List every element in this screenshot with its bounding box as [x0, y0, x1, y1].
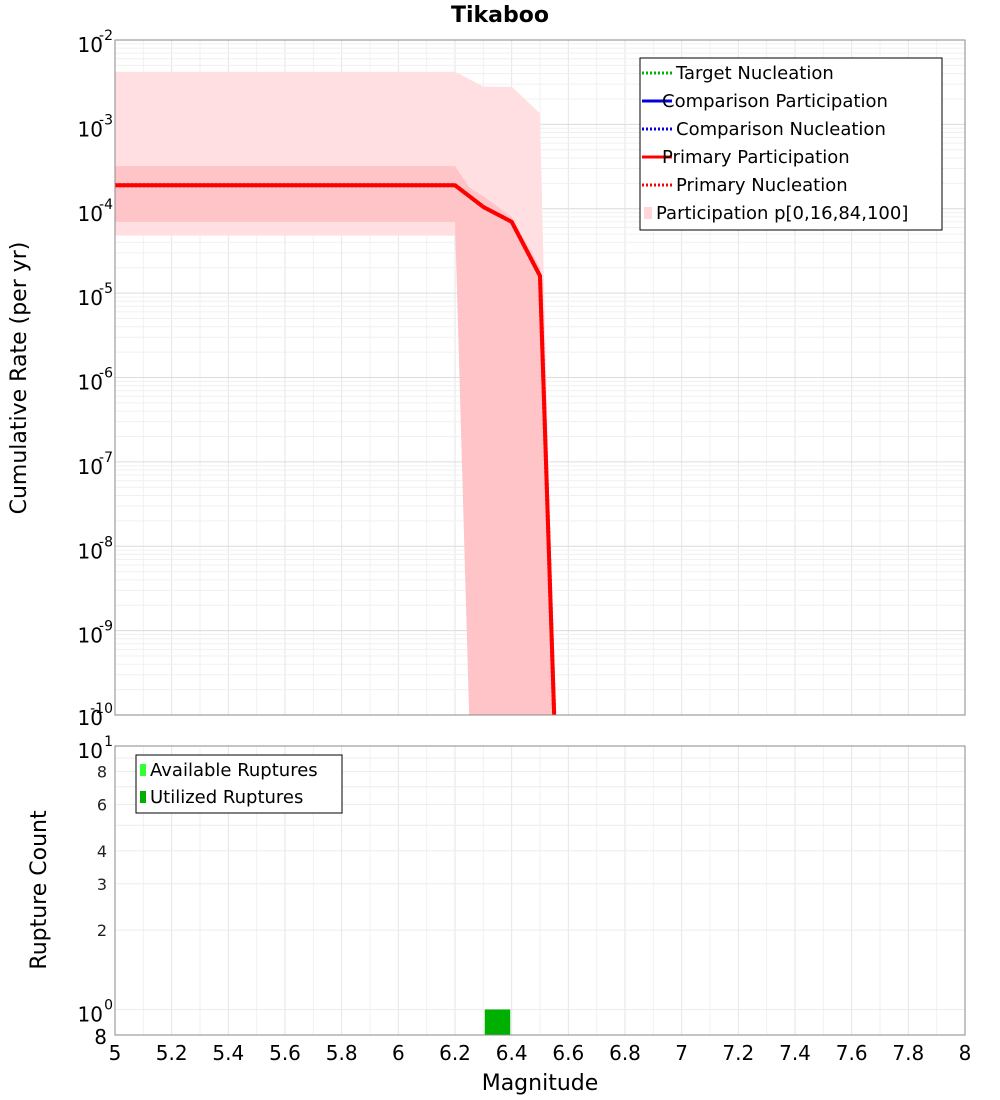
x-tick-label: 6 — [392, 1041, 405, 1065]
bottom-y-tick-base: 10 — [78, 1002, 103, 1026]
top-y-tick-base: 10 — [78, 455, 103, 479]
top-y-tick-exp: -8 — [99, 534, 113, 550]
bottom-y-minor-tick: 8 — [94, 1025, 107, 1049]
top-y-tick-exp: -4 — [99, 197, 113, 213]
top-y-tick-base: 10 — [78, 33, 103, 57]
x-tick-label: 7.8 — [892, 1041, 924, 1065]
top-y-tick-base: 10 — [78, 706, 103, 730]
top-y-tick-exp: -6 — [99, 366, 113, 382]
legend-label: Available Ruptures — [150, 760, 318, 781]
x-tick-label: 7 — [675, 1041, 688, 1065]
top-y-tick-base: 10 — [78, 371, 103, 395]
top-plot-frame — [114, 39, 966, 716]
x-tick-label: 6.2 — [439, 1041, 471, 1065]
bottom-y-axis-label: Rupture Count — [27, 810, 52, 970]
legend-label: Target Nucleation — [675, 63, 834, 84]
rate-lines — [115, 183, 557, 716]
top-legend-box — [639, 57, 943, 231]
x-tick-label: 8 — [959, 1041, 972, 1065]
top-legend: Target Nucleation Comparison Participatio… — [639, 57, 943, 231]
legend-swatch — [140, 764, 146, 776]
x-tick-label: 5 — [109, 1041, 122, 1065]
top-y-tick-exp: -3 — [99, 112, 113, 128]
x-tick-labels: 5 5.2 5.4 5.6 5.8 6 6.2 6.4 6.6 6.8 7 7.2 7.4 7.6 7.8 8 — [109, 1041, 972, 1065]
top-y-tick-base: 10 — [78, 539, 103, 563]
bottom-y-minor-tick: 3 — [97, 875, 107, 894]
top-y-tick-exp: -9 — [99, 619, 113, 635]
bottom-y-tick-exp: 0 — [104, 997, 113, 1013]
bottom-y-minor-tick: 8 — [97, 763, 107, 782]
bottom-y-minor-tick: 4 — [97, 842, 107, 861]
bottom-y-minor-tick: 6 — [97, 795, 107, 814]
top-y-tick-labels: 10-210-310-410-510-610-710-810-910-10 — [78, 28, 114, 730]
x-tick-label: 7.6 — [836, 1041, 868, 1065]
top-y-tick-base: 10 — [78, 624, 103, 648]
top-y-tick-base: 10 — [78, 117, 103, 141]
cumulative-rate-chart: Tikaboo 10-210-310-410-510-610-710-810-9… — [7, 3, 966, 730]
bar-utilized-ruptures — [484, 1009, 511, 1035]
top-y-tick-exp: -7 — [99, 450, 113, 466]
x-tick-label: 7.2 — [722, 1041, 754, 1065]
bottom-gridlines — [114, 746, 966, 1035]
bottom-y-minor-tick: 2 — [97, 921, 107, 940]
legend-swatch — [140, 791, 146, 803]
legend-label: Participation p[0,16,84,100] — [656, 203, 908, 224]
x-axis-label: Magnitude — [482, 1071, 599, 1096]
x-tick-label: 5.6 — [269, 1041, 301, 1065]
x-tick-label: 7.4 — [779, 1041, 811, 1065]
bottom-y-tick-base: 10 — [78, 739, 103, 763]
x-tick-label: 5.4 — [212, 1041, 244, 1065]
top-y-tick-exp: -10 — [90, 701, 113, 717]
bottom-y-tick-exp: 1 — [104, 734, 113, 750]
rupture-bars — [484, 1009, 511, 1035]
bottom-legend-box — [135, 754, 343, 814]
x-tick-label: 6.8 — [609, 1041, 641, 1065]
legend-label: Utilized Ruptures — [150, 787, 303, 808]
series-line-1 — [115, 183, 557, 716]
bottom-legend: Available Ruptures Utilized Ruptures — [135, 754, 343, 814]
x-tick-label: 6.6 — [552, 1041, 584, 1065]
top-y-tick-base: 10 — [78, 202, 103, 226]
band-p0-100 — [115, 71, 555, 716]
chart-title: Tikaboo — [451, 3, 549, 28]
legend-swatch — [644, 207, 652, 219]
x-tick-label: 5.2 — [156, 1041, 188, 1065]
x-tick-label: 6.4 — [496, 1041, 528, 1065]
legend-label: Primary Nucleation — [676, 175, 848, 196]
top-y-axis-label: Cumulative Rate (per yr) — [7, 242, 32, 515]
legend-label: Comparison Participation — [662, 91, 888, 112]
top-y-tick-exp: -2 — [99, 28, 113, 44]
legend-label: Comparison Nucleation — [676, 119, 886, 140]
top-y-tick-base: 10 — [78, 286, 103, 310]
top-y-tick-exp: -5 — [99, 281, 113, 297]
bottom-plot-frame — [114, 745, 966, 1036]
x-tick-label: 5.8 — [326, 1041, 358, 1065]
legend-label: Primary Participation — [662, 147, 850, 168]
